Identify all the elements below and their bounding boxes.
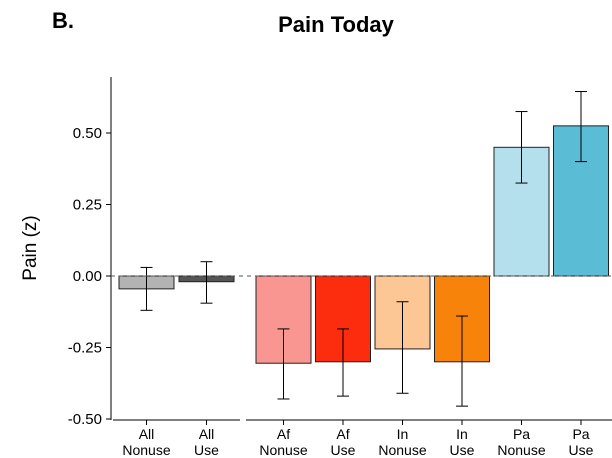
y-tick-label: 0.25 [73, 197, 102, 214]
y-axis: -0.50 -0.25 0.00 0.25 0.50 [68, 77, 112, 428]
x-tick-label-line1: Pa [513, 426, 530, 442]
x-tick-label-line2: Use [194, 442, 219, 458]
y-tick-label: -0.50 [68, 411, 102, 428]
x-tick-label-line2: Use [331, 442, 356, 458]
x-tick-label-line2: Nonuse [497, 442, 545, 458]
x-tick-label-line2: Nonuse [378, 442, 426, 458]
x-tick-label-line1: Pa [572, 426, 589, 442]
y-axis-title: Pain (z) [20, 215, 41, 280]
x-tick-label-line1: Af [336, 426, 349, 442]
x-tick-label-line1: In [456, 426, 468, 442]
chart-title: Pain Today [278, 12, 394, 37]
y-tick-label: 0.00 [73, 268, 102, 285]
y-tick-label: -0.25 [68, 340, 102, 357]
x-tick-label-line2: Use [450, 442, 475, 458]
x-tick-label-line1: In [397, 426, 409, 442]
x-tick-label-line1: All [199, 426, 215, 442]
x-tick-label-line2: Nonuse [122, 442, 170, 458]
x-tick-label-line2: Use [569, 442, 594, 458]
panel-label: B. [52, 8, 74, 33]
x-tick-label-line1: Af [277, 426, 290, 442]
y-tick-label: 0.50 [73, 125, 102, 142]
x-tick-label-line2: Nonuse [259, 442, 307, 458]
x-tick-label-line1: All [139, 426, 155, 442]
